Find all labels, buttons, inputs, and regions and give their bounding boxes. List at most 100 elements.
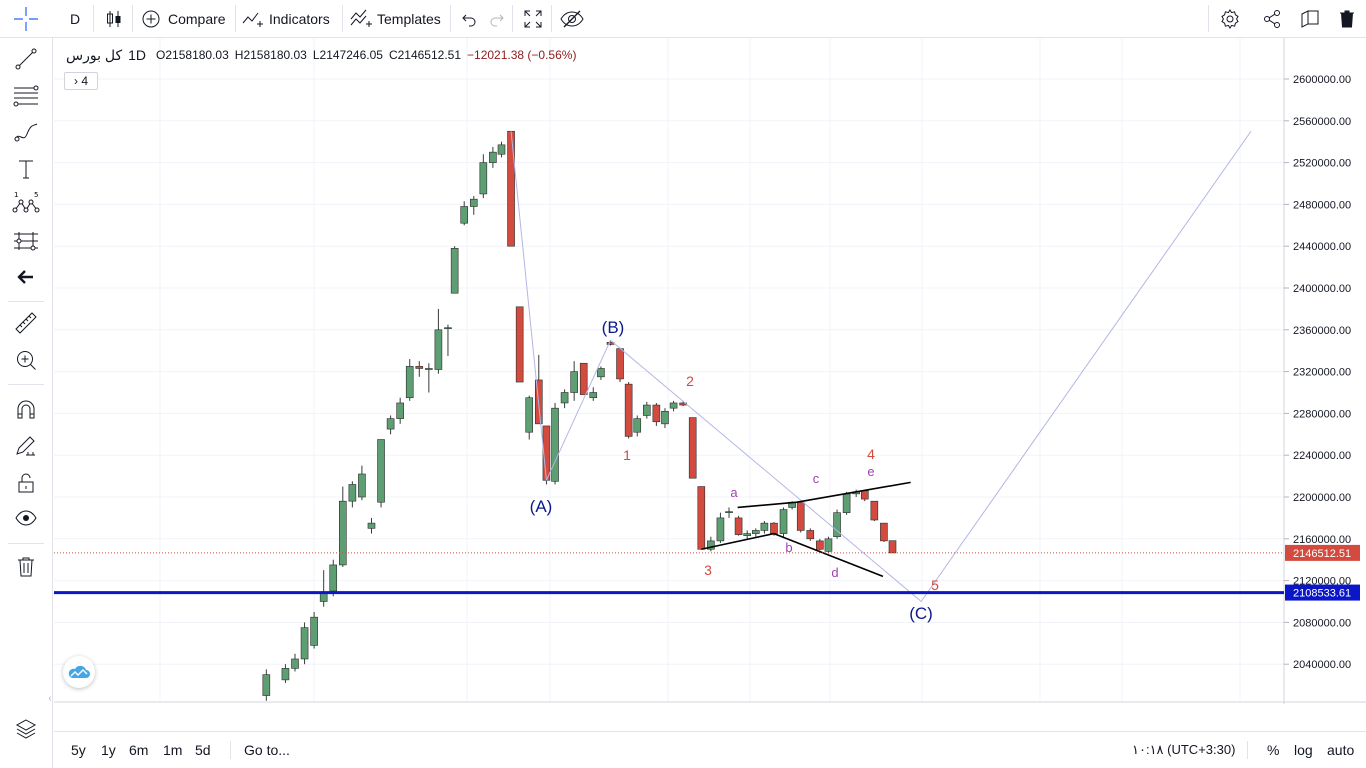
grid-lines (54, 38, 1284, 702)
range-5y[interactable]: 5y (71, 742, 86, 758)
candle-body (300, 627, 309, 660)
candle-body (469, 198, 478, 207)
plus-circle-icon (142, 10, 160, 27)
bottom-toolbar: 5y 1y 6m 1m 5d Go to... ۱۰:۱۸ (UTC+3:30)… (54, 731, 1366, 768)
candle-body (652, 404, 661, 423)
wave-projection-line[interactable] (545, 340, 611, 481)
settings-button[interactable] (1216, 0, 1244, 37)
wave-labels: (A) (B) (C) 1 2 3 4 5 a b c d e (530, 318, 939, 623)
hide-drawings-button[interactable] (557, 0, 587, 37)
remove-drawings-tool[interactable] (11, 552, 41, 582)
candle-body (842, 493, 851, 513)
fullscreen-button[interactable] (519, 0, 547, 37)
last-price-tag (1285, 544, 1360, 561)
candle-body (515, 306, 524, 383)
candle-body (760, 522, 769, 531)
triangle-line[interactable] (796, 481, 911, 504)
range-6m[interactable]: 6m (129, 742, 149, 758)
undo-button[interactable] (457, 0, 481, 37)
magnet-tool[interactable] (11, 395, 41, 425)
candle-body (688, 417, 697, 479)
triangle-line[interactable] (701, 532, 775, 551)
object-tree-tool[interactable] (11, 714, 41, 744)
legend-open: O2158180.03 (156, 48, 229, 62)
chart-canvas[interactable]: 2600000.00 2560000.00 2520000.00 2480000.00… (54, 38, 1366, 704)
drawing-mode-tool[interactable] (11, 431, 41, 461)
wave-projection-line[interactable] (510, 131, 547, 481)
candle-body (616, 348, 624, 380)
candle-body (551, 407, 559, 482)
eye-icon (15, 510, 37, 526)
prediction-tool[interactable] (11, 226, 41, 256)
brush-icon (14, 123, 38, 142)
share-icon (1264, 9, 1280, 28)
collapse-toolbar-handle[interactable]: ‹ (48, 692, 52, 704)
wave-projection-line[interactable] (610, 339, 922, 602)
log-toggle[interactable]: log (1294, 742, 1313, 758)
compare-label: Compare (168, 10, 226, 27)
share-button[interactable] (1258, 0, 1286, 37)
triangle-line[interactable] (773, 532, 884, 578)
indicators-label: Indicators (269, 10, 330, 27)
range-1y[interactable]: 1y (101, 742, 116, 758)
symbol-name[interactable]: کل بورس (66, 46, 123, 63)
price-axis[interactable]: 2600000.00 2560000.00 2520000.00 2480000.00… (1284, 74, 1351, 671)
candle-body (770, 522, 778, 534)
candle-body (405, 366, 414, 399)
text-icon (19, 160, 33, 179)
redo-button[interactable] (485, 0, 509, 37)
templates-button[interactable]: Templates (350, 0, 450, 37)
range-1m[interactable]: 1m (163, 742, 183, 758)
interval-button[interactable]: D (60, 0, 90, 37)
unlock-icon (18, 473, 34, 493)
indicators-toggle[interactable]: › 4 (64, 72, 98, 90)
zoom-tool[interactable] (11, 345, 41, 375)
candle-body (386, 418, 395, 430)
legend-interval[interactable]: 1D (128, 47, 147, 63)
drawings[interactable] (54, 130, 1284, 602)
arrow-left-icon (17, 270, 33, 284)
hide-tools-tool[interactable] (11, 503, 41, 533)
triangle-line[interactable] (737, 501, 797, 509)
price-tick-label: 2160000.00 (1293, 534, 1351, 546)
price-tick-label: 2080000.00 (1293, 617, 1351, 629)
wave-projection-line[interactable] (920, 130, 1252, 602)
snapshot-button[interactable] (1296, 0, 1324, 37)
back-tool[interactable] (11, 262, 41, 292)
candle-body (833, 512, 841, 538)
crosshair-menu-button[interactable] (0, 0, 52, 37)
fib-retracement-tool[interactable] (11, 81, 41, 111)
goto-button[interactable]: Go to... (244, 742, 290, 758)
lock-drawings-tool[interactable] (11, 468, 41, 498)
price-tick-label: 2440000.00 (1293, 241, 1351, 253)
candle-body (888, 540, 897, 554)
ruler-icon (15, 312, 37, 334)
indicators-button[interactable]: Indicators (242, 0, 337, 37)
trash-icon (18, 557, 34, 577)
top-toolbar: D Compare Indicators Templates (0, 0, 1366, 38)
legend-high: H2158180.03 (234, 48, 307, 62)
wave-label-A: (A) (530, 497, 553, 516)
candle-body (870, 500, 879, 521)
snapshot-icon (1301, 9, 1319, 28)
percent-toggle[interactable]: % (1267, 742, 1280, 758)
candle-body (597, 368, 605, 378)
brush-tool[interactable] (11, 118, 41, 148)
text-tool[interactable] (11, 154, 41, 184)
delete-all-button[interactable] (1334, 0, 1360, 37)
candle-body (525, 397, 534, 433)
range-5d[interactable]: 5d (195, 742, 211, 758)
fib-lines-icon (13, 85, 39, 107)
tradingview-logo[interactable] (63, 656, 95, 688)
pencil-lock-icon (16, 436, 35, 456)
auto-toggle[interactable]: auto (1327, 742, 1355, 758)
price-tick-label: 2480000.00 (1293, 199, 1351, 211)
legend-close: C2146512.51 (388, 48, 462, 62)
measure-tool[interactable] (11, 308, 41, 338)
chart-style-button[interactable] (100, 0, 128, 37)
compare-button[interactable]: Compare (141, 0, 231, 37)
trend-line-tool[interactable] (11, 44, 41, 74)
candle-body (779, 509, 788, 534)
timezone-clock[interactable]: ۱۰:۱۸ (UTC+3:30) (1132, 742, 1236, 757)
